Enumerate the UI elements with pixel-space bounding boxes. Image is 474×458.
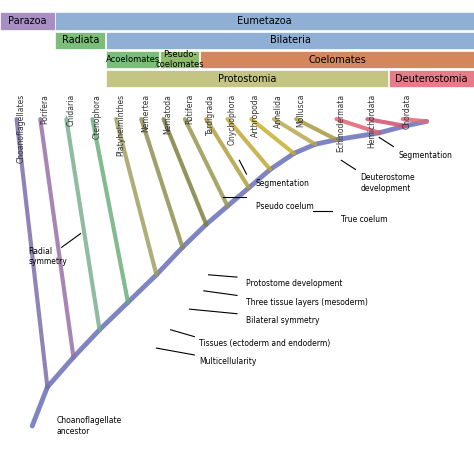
FancyBboxPatch shape [200,51,474,68]
Text: Hemichordata: Hemichordata [367,94,376,148]
Text: Choanoflagellates: Choanoflagellates [17,94,26,163]
Text: Cnidaria: Cnidaria [66,94,75,126]
Text: True coelum: True coelum [341,215,388,224]
Text: Annelida: Annelida [274,94,283,128]
Text: Onychophora: Onychophora [228,94,237,145]
Text: Pseudo-
coelomates: Pseudo- coelomates [155,50,204,69]
Text: Mollusca: Mollusca [296,94,305,127]
Text: Arthropoda: Arthropoda [251,94,260,137]
Text: Bilateral symmetry: Bilateral symmetry [246,316,320,325]
Text: Tardigrada: Tardigrada [206,94,215,135]
Text: Tissues (ectoderm and endoderm): Tissues (ectoderm and endoderm) [199,339,330,348]
Text: Parazoa: Parazoa [8,16,46,26]
Text: Rotifera: Rotifera [185,94,194,124]
FancyBboxPatch shape [55,32,105,49]
Text: Eumetazoa: Eumetazoa [237,16,292,26]
Text: Nematoda: Nematoda [164,94,173,134]
FancyBboxPatch shape [160,51,199,68]
Text: Three tissue layers (mesoderm): Three tissue layers (mesoderm) [246,298,368,307]
Text: Chordata: Chordata [403,94,412,129]
Text: Porifera: Porifera [40,94,49,124]
FancyBboxPatch shape [389,70,474,87]
Text: Bilateria: Bilateria [270,35,310,45]
FancyBboxPatch shape [106,32,474,49]
FancyBboxPatch shape [106,51,159,68]
Text: Radiata: Radiata [62,35,99,45]
Text: Choanoflagellate
ancestor: Choanoflagellate ancestor [57,416,122,436]
Text: Protostome development: Protostome development [246,279,343,289]
Text: Ctenophora: Ctenophora [92,94,101,139]
Text: Pseudo coelum: Pseudo coelum [256,202,314,211]
FancyBboxPatch shape [55,12,474,30]
Text: Platyhelminthes: Platyhelminthes [116,94,125,156]
Text: Deuterostomia: Deuterostomia [395,74,467,84]
Text: Segmentation: Segmentation [256,179,310,188]
Text: Deuterostome
development: Deuterostome development [360,174,415,193]
Text: Coelomates: Coelomates [308,55,366,65]
Text: Segmentation: Segmentation [398,151,452,160]
FancyBboxPatch shape [0,12,55,30]
Text: Nemertea: Nemertea [141,94,150,132]
Text: Radial
symmetry: Radial symmetry [28,247,67,266]
Text: Acoelomates: Acoelomates [106,55,160,64]
FancyBboxPatch shape [106,70,388,87]
Text: Echinodermata: Echinodermata [337,94,346,152]
Text: Protostomia: Protostomia [218,74,276,84]
Text: Multicellularity: Multicellularity [199,357,256,366]
